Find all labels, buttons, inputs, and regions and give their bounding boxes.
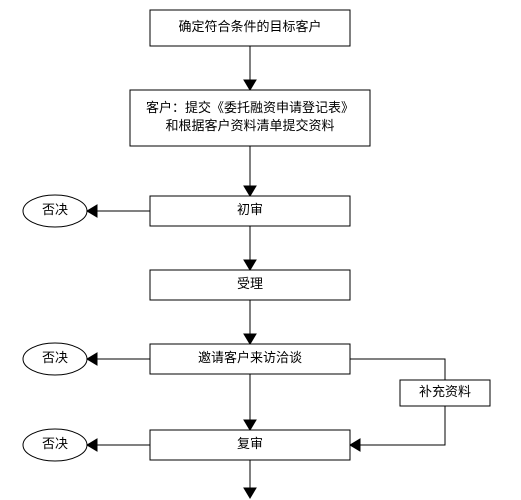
- node-n3: 初审: [150, 196, 350, 226]
- node-r1: 否决: [23, 195, 87, 227]
- node-n3-label-0: 初审: [237, 202, 263, 217]
- arrowhead-e8: [87, 353, 97, 365]
- node-n2: 客户：提交《委托融资申请登记表》和根据客户资料清单提交资料: [130, 90, 370, 146]
- node-r1-label-0: 否决: [42, 202, 68, 217]
- node-n2-label-0: 客户：提交《委托融资申请登记表》: [146, 100, 354, 115]
- node-n1: 确定符合条件的目标客户: [150, 10, 350, 46]
- edge-e10: [350, 359, 445, 380]
- node-n5-label-0: 邀请客户来访洽谈: [198, 350, 302, 365]
- node-sup-label-0: 补充资料: [419, 384, 471, 399]
- arrowhead-e3: [244, 260, 256, 270]
- node-n4-label-0: 受理: [237, 276, 263, 291]
- arrowhead-e11: [350, 439, 360, 451]
- node-n5: 邀请客户来访洽谈: [150, 344, 350, 374]
- node-r2: 否决: [23, 343, 87, 375]
- node-r2-label-0: 否决: [42, 350, 68, 365]
- arrowhead-e1: [244, 80, 256, 90]
- arrowhead-e2: [244, 186, 256, 196]
- node-sup: 补充资料: [400, 380, 490, 406]
- arrowhead-e6: [244, 488, 256, 498]
- edge-e11: [350, 406, 445, 445]
- node-n1-label-0: 确定符合条件的目标客户: [178, 19, 321, 34]
- arrowhead-e9: [87, 439, 97, 451]
- arrowhead-e7: [87, 205, 97, 217]
- node-n6: 复审: [150, 430, 350, 460]
- node-r3: 否决: [23, 429, 87, 461]
- arrowhead-e4: [244, 334, 256, 344]
- node-r3-label-0: 否决: [42, 436, 68, 451]
- node-n2-label-1: 和根据客户资料清单提交资料: [165, 118, 334, 133]
- node-n6-label-0: 复审: [237, 436, 263, 451]
- node-n4: 受理: [150, 270, 350, 300]
- arrowhead-e5: [244, 420, 256, 430]
